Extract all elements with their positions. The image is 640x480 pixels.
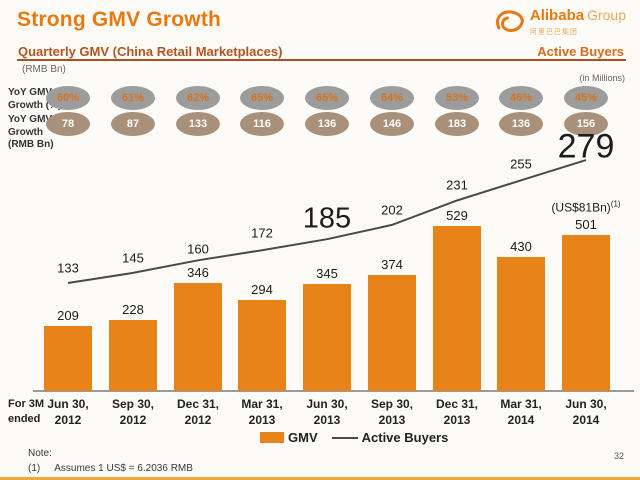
alibaba-logo: Alibaba Group 阿里巴巴集团 xyxy=(493,7,626,37)
x-axis-label: Sep 30, 2013 xyxy=(370,397,414,427)
subheader-divider xyxy=(17,59,626,61)
gmv-bar-value: 209 xyxy=(57,308,79,323)
active-buyers-legend-swatch xyxy=(331,436,358,439)
x-axis-caption: For 3M ended xyxy=(8,398,45,425)
active-buyers-value: 145 xyxy=(122,250,144,266)
logo-brand-text: Alibaba xyxy=(529,7,585,24)
yoy-growth-oval: 136 xyxy=(499,112,543,136)
yoy-row-label: YoY GMV Growth (%) xyxy=(8,87,62,111)
usd-annotation: (US$81Bn)(1) xyxy=(551,199,621,215)
yoy-growth-oval: 116 xyxy=(240,112,284,136)
note-text: Assumes 1 US$ = 6.2036 RMB xyxy=(54,463,193,474)
chart-title-left: Quarterly GMV (China Retail Marketplaces… xyxy=(18,44,283,59)
active-buyers-value: 279 xyxy=(557,127,615,166)
gmv-bar-value: 345 xyxy=(316,266,338,281)
active-buyers-value: 133 xyxy=(57,260,79,276)
x-axis-label: Jun 30, 2014 xyxy=(565,397,607,427)
gmv-bar-value: 374 xyxy=(381,257,403,272)
x-axis-label: Jun 30, 2013 xyxy=(306,397,348,427)
yoy-growth-oval: 146 xyxy=(370,112,414,136)
gmv-bar xyxy=(368,275,416,391)
active-buyers-value: 231 xyxy=(446,177,468,193)
gmv-bar-value: 430 xyxy=(510,239,532,254)
yoy-growth-oval: 156 xyxy=(564,112,608,136)
gmv-legend-label: GMV xyxy=(288,430,318,445)
gmv-bar xyxy=(303,284,351,391)
gmv-bar xyxy=(174,283,222,391)
logo-chinese-text: 阿里巴巴集团 xyxy=(529,29,578,36)
yoy-growth-oval: 46% xyxy=(499,86,543,110)
yoy-growth-oval: 45% xyxy=(564,86,608,110)
gmv-bar-value: 501 xyxy=(575,217,597,232)
chart-legend: GMV Active Buyers xyxy=(260,430,448,445)
yoy-growth-oval: 87 xyxy=(111,112,155,136)
gmv-legend-swatch xyxy=(260,432,284,443)
x-axis-label: Jun 30, 2012 xyxy=(47,397,89,427)
gmv-bar-value: 228 xyxy=(122,302,144,317)
x-axis-label: Dec 31, 2013 xyxy=(435,397,479,427)
gmv-bar-value: 529 xyxy=(446,208,468,223)
yoy-growth-oval: 78 xyxy=(46,112,90,136)
gmv-bar xyxy=(44,326,92,391)
gmv-bar xyxy=(562,235,610,391)
left-axis-unit: (RMB Bn) xyxy=(22,64,66,75)
chart-title-right: Active Buyers xyxy=(537,44,624,59)
yoy-growth-oval: 60% xyxy=(46,86,90,110)
logo-suffix-text: Group xyxy=(587,7,626,23)
yoy-growth-oval: 133 xyxy=(176,112,220,136)
yoy-growth-oval: 64% xyxy=(370,86,414,110)
yoy-growth-oval: 183 xyxy=(435,112,479,136)
gmv-bar-value: 346 xyxy=(187,265,209,280)
yoy-row-label: YoY GMV Growth (RMB Bn) xyxy=(8,114,54,150)
active-buyers-value: 160 xyxy=(187,241,209,257)
gmv-bar xyxy=(109,320,157,391)
yoy-growth-oval: 62% xyxy=(176,86,220,110)
active-buyers-value: 255 xyxy=(510,156,532,172)
yoy-growth-oval: 61% xyxy=(111,86,155,110)
right-axis-unit: (in Millions) xyxy=(579,73,625,83)
yoy-growth-oval: 136 xyxy=(305,112,349,136)
active-buyers-value: 172 xyxy=(251,225,273,241)
note-number: (1) xyxy=(28,463,41,474)
slide-bottom-border xyxy=(0,477,640,480)
gmv-bar xyxy=(238,300,286,391)
footnote: Note: (1) Assumes 1 US$ = 6.2036 RMB xyxy=(28,446,193,476)
active-buyers-value: 202 xyxy=(381,202,403,218)
x-axis-label: Dec 31, 2012 xyxy=(176,397,220,427)
gmv-bar xyxy=(433,226,481,391)
gmv-bar-value: 294 xyxy=(251,282,273,297)
yoy-growth-oval: 65% xyxy=(305,86,349,110)
note-label: Note: xyxy=(28,448,52,459)
yoy-growth-oval: 53% xyxy=(435,86,479,110)
active-buyers-legend-label: Active Buyers xyxy=(361,430,449,445)
gmv-bar xyxy=(497,257,545,391)
x-axis-line xyxy=(33,390,634,392)
x-axis-label: Sep 30, 2012 xyxy=(111,397,155,427)
slide-title: Strong GMV Growth xyxy=(17,8,222,31)
yoy-growth-oval: 65% xyxy=(240,86,284,110)
alibaba-logo-icon xyxy=(496,10,524,32)
x-axis-label: Mar 31, 2014 xyxy=(500,397,542,427)
page-number: 32 xyxy=(613,451,624,461)
active-buyers-value: 185 xyxy=(302,202,352,235)
logo-text: Alibaba Group 阿里巴巴集团 xyxy=(530,7,626,37)
x-axis-label: Mar 31, 2013 xyxy=(241,397,283,427)
